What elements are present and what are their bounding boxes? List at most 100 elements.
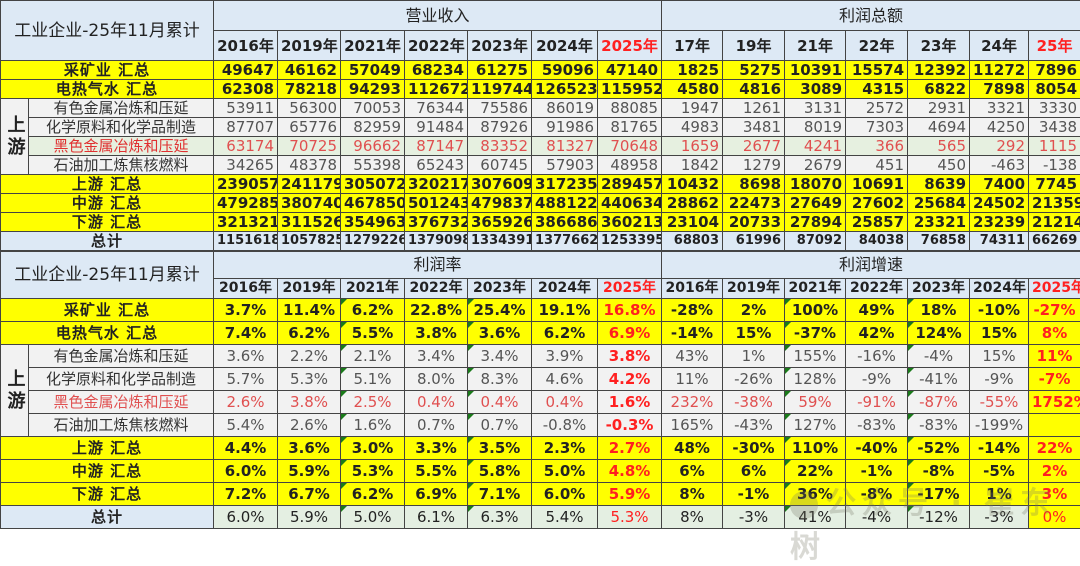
- margin-value: 5.0%: [341, 506, 405, 529]
- revenue-value: 440634: [598, 194, 662, 213]
- margin-value: 8.0%: [405, 368, 468, 391]
- margin-value: 25.4%: [468, 299, 532, 322]
- row-label: 化学原料和化学品制造: [29, 118, 214, 137]
- profit-value: 28862: [662, 194, 723, 213]
- revenue-value: 48378: [278, 156, 341, 175]
- table-title: 工业企业-25年11月累计: [1, 252, 214, 299]
- growth-value: -7%: [1029, 368, 1080, 391]
- revenue-value: 70725: [278, 137, 341, 156]
- margin-value: 6.2%: [278, 322, 341, 345]
- revenue-value: 87707: [214, 118, 278, 137]
- profit-value: 84038: [846, 232, 908, 251]
- margin-value: 6.2%: [341, 483, 405, 506]
- margin-value: -0.3%: [598, 414, 662, 437]
- growth-value: 15%: [970, 322, 1029, 345]
- column-header-year: 2025年: [1029, 279, 1080, 299]
- growth-value: -91%: [846, 391, 908, 414]
- revenue-value: 112672: [405, 80, 468, 99]
- profit-value: 8019: [785, 118, 846, 137]
- profit-value: 451: [846, 156, 908, 175]
- growth-value: -41%: [908, 368, 970, 391]
- margin-value: 5.9%: [598, 483, 662, 506]
- growth-value: -8%: [846, 483, 908, 506]
- profit-value: 76858: [908, 232, 970, 251]
- revenue-value: 1334391: [468, 232, 532, 251]
- growth-value: 36%: [785, 483, 846, 506]
- revenue-value: 57903: [532, 156, 598, 175]
- growth-value: 8%: [1029, 322, 1080, 345]
- profit-value: 7745: [1029, 175, 1080, 194]
- revenue-value: 380740: [278, 194, 341, 213]
- margin-value: 3.7%: [214, 299, 278, 322]
- revenue-value: 94293: [341, 80, 405, 99]
- growth-value: -16%: [846, 345, 908, 368]
- margin-value: 6.0%: [214, 460, 278, 483]
- profit-value: 10691: [846, 175, 908, 194]
- growth-value: 124%: [908, 322, 970, 345]
- margin-value: 6.2%: [532, 322, 598, 345]
- revenue-value: 317235: [532, 175, 598, 194]
- profit-value: 21214: [1029, 213, 1080, 232]
- margin-value: 3.6%: [468, 322, 532, 345]
- margin-value: 5.5%: [405, 460, 468, 483]
- row-label: 采矿业 汇总: [1, 61, 214, 80]
- growth-value: 2%: [1029, 460, 1080, 483]
- growth-value: -3%: [970, 506, 1029, 529]
- margin-value: 5.3%: [278, 368, 341, 391]
- margin-value: 2.5%: [341, 391, 405, 414]
- growth-value: 41%: [785, 506, 846, 529]
- growth-value: 6%: [723, 460, 785, 483]
- row-label: 电热气水 汇总: [1, 80, 214, 99]
- column-header-year: 2016年: [662, 279, 723, 299]
- growth-value: -27%: [1029, 299, 1080, 322]
- column-header-year: 25年: [1029, 31, 1080, 61]
- revenue-value: 65776: [278, 118, 341, 137]
- upstream-group-label: 上游: [1, 345, 29, 437]
- column-header-year: 2023年: [908, 279, 970, 299]
- profit-value: 3438: [1029, 118, 1080, 137]
- growth-value: 18%: [908, 299, 970, 322]
- growth-value: [1029, 414, 1080, 437]
- column-header-year: 2022年: [405, 31, 468, 61]
- upstream-group-label: 上游: [1, 99, 29, 175]
- growth-value: 155%: [785, 345, 846, 368]
- margin-value: 0.4%: [405, 391, 468, 414]
- growth-value: 49%: [846, 299, 908, 322]
- growth-value: 6%: [662, 460, 723, 483]
- profit-value: 20733: [723, 213, 785, 232]
- profit-value: -463: [970, 156, 1029, 175]
- growth-value: -83%: [846, 414, 908, 437]
- revenue-value: 57049: [341, 61, 405, 80]
- margin-value: -0.8%: [532, 414, 598, 437]
- profit-value: 292: [970, 137, 1029, 156]
- revenue-value: 65243: [405, 156, 468, 175]
- group-header-profit: 利润总额: [662, 1, 1080, 31]
- growth-value: 42%: [846, 322, 908, 345]
- profit-value: 23104: [662, 213, 723, 232]
- growth-value: 1752%: [1029, 391, 1080, 414]
- revenue-value: 87147: [405, 137, 468, 156]
- revenue-value: 59096: [532, 61, 598, 80]
- profit-value: 4250: [970, 118, 1029, 137]
- profit-value: 4816: [723, 80, 785, 99]
- column-header-year: 2023年: [468, 279, 532, 299]
- revenue-value: 83352: [468, 137, 532, 156]
- profit-value: 24502: [970, 194, 1029, 213]
- margin-value: 4.8%: [598, 460, 662, 483]
- profit-value: 3481: [723, 118, 785, 137]
- growth-value: -14%: [662, 322, 723, 345]
- column-header-year: 2024年: [532, 31, 598, 61]
- growth-value: 59%: [785, 391, 846, 414]
- profit-value: 4241: [785, 137, 846, 156]
- column-header-year: 2023年: [468, 31, 532, 61]
- margin-value: 3.5%: [468, 437, 532, 460]
- growth-value: -30%: [723, 437, 785, 460]
- profit-value: 25857: [846, 213, 908, 232]
- margin-value: 7.4%: [214, 322, 278, 345]
